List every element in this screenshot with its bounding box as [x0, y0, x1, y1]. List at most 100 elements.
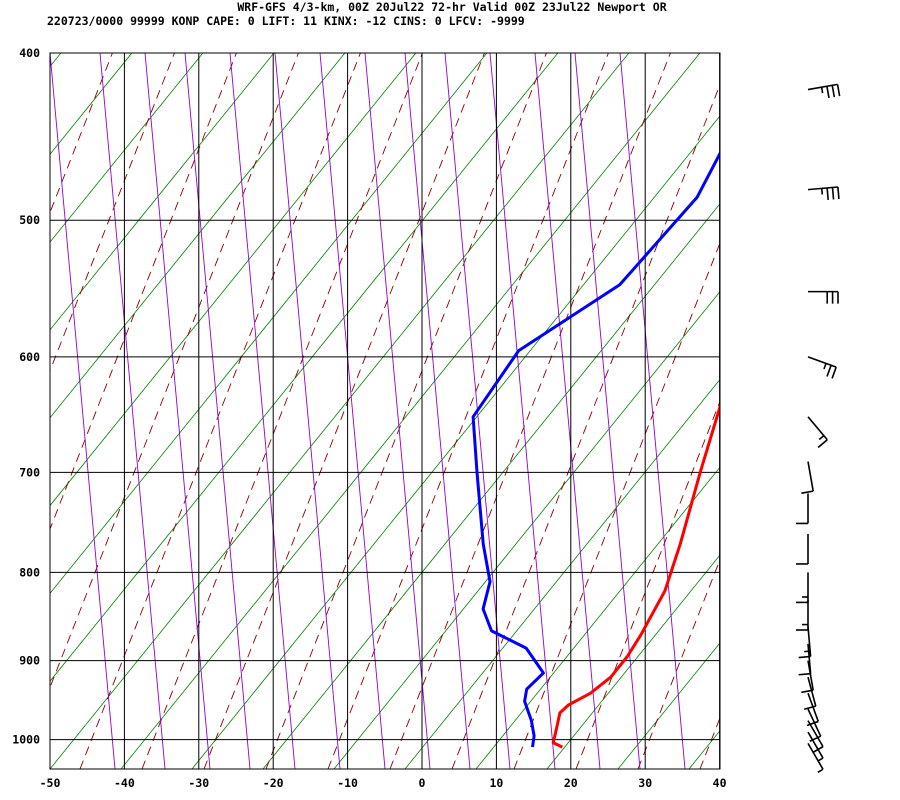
pressure-tick-label: 700 [19, 465, 40, 479]
wind-barb-flag [809, 735, 822, 743]
pressure-tick-label: 500 [19, 213, 40, 227]
mixing-ratio-line [184, 53, 251, 769]
wind-barb-staff [807, 731, 824, 759]
mixing-ratio-line [50, 53, 116, 769]
mixing-ratio-line [534, 53, 601, 769]
temperature-trace [551, 402, 720, 749]
moist-adiabat-line [203, 53, 485, 769]
moist-adiabat-line [637, 558, 720, 769]
plot-frame [49, 52, 721, 770]
temperature-tick-label: 30 [638, 776, 652, 790]
dewpoint-trace [471, 150, 720, 748]
mixing-ratio-line [489, 53, 556, 769]
wind-barb-staff [807, 461, 814, 492]
dry-adiabat-line [50, 53, 346, 419]
wind-barbs [796, 83, 841, 774]
chart-header-line1: WRF-GFS 4/3-km, 00Z 20Jul22 72-hr Valid … [237, 0, 666, 14]
moist-adiabat-line [327, 53, 609, 769]
wind-barb-staff [807, 660, 814, 691]
mixing-ratio-line [574, 53, 641, 769]
dry-adiabat-line [50, 53, 133, 155]
pressure-tick-label: 600 [19, 350, 40, 364]
background-lines [50, 0, 900, 769]
chart-header-line2: 220723/0000 99999 KONP CAPE: 0 LIFT: 11 … [47, 14, 525, 28]
wind-barb-flag [803, 705, 816, 710]
mixing-ratio-line [144, 53, 211, 769]
wind-barb-flag [826, 86, 830, 99]
wind-barb-flag [836, 84, 841, 97]
axis-ticks: 400 500 600 700 800 900 1000 -50 -40 -30 -20 -10 0 10… [12, 46, 726, 790]
wind-barb-half-flag [820, 188, 824, 195]
dry-adiabat-line [404, 378, 720, 769]
mixing-ratio-line [619, 53, 686, 769]
dry-adiabat-line [262, 203, 720, 769]
temperature-tick-label: -40 [114, 776, 135, 790]
mixing-ratio-line [319, 53, 386, 769]
moist-adiabat-line [50, 53, 299, 689]
wind-barb-half-flag [818, 435, 825, 441]
moist-adiabat-line [265, 53, 547, 769]
moist-adiabat-line [451, 83, 720, 769]
moist-adiabat-line [699, 716, 720, 769]
temperature-tick-label: 10 [489, 776, 503, 790]
pressure-tick-label: 800 [19, 565, 40, 579]
dry-adiabat-line [617, 642, 720, 769]
dry-adiabat-line [760, 0, 900, 769]
mixing-ratio-line [274, 53, 341, 769]
moist-adiabat-line [762, 3, 900, 769]
dry-adiabat-line [546, 554, 720, 769]
mixing-ratio-line [229, 53, 296, 769]
dry-adiabat-line [120, 53, 701, 769]
mixing-ratio-line [404, 53, 471, 769]
dry-adiabat-line [831, 0, 900, 769]
moist-adiabat-line [389, 53, 671, 769]
wind-barb-flag [826, 187, 829, 200]
wind-barb-half-flag [823, 363, 827, 370]
dry-adiabat-line [50, 53, 488, 595]
wind-barb-flag [798, 672, 811, 676]
moist-adiabat-line [575, 400, 720, 769]
pressure-tick-label: 1000 [12, 733, 40, 747]
wind-barb-flag [817, 439, 828, 449]
dry-adiabat-line [191, 115, 720, 769]
wind-barb-half-flag [820, 87, 824, 94]
wind-barb-flag [831, 85, 836, 98]
grid [49, 52, 721, 769]
pressure-tick-label: 900 [19, 654, 40, 668]
dry-adiabat-line [50, 53, 417, 507]
temperature-tick-label: -50 [40, 776, 61, 790]
wind-barb-flag [806, 720, 819, 727]
temperature-tick-label: -30 [188, 776, 209, 790]
dry-adiabat-line [688, 730, 720, 769]
wind-barb-staff [807, 692, 820, 722]
temperature-tick-label: -10 [337, 776, 358, 790]
temperature-tick-label: -20 [263, 776, 284, 790]
wind-barb-flag [831, 187, 835, 200]
wind-barb-staff [807, 742, 824, 770]
wind-barb-staff [807, 626, 812, 657]
dry-adiabat-line [50, 53, 559, 682]
moist-adiabat-line [513, 241, 720, 769]
dry-adiabat-line [50, 53, 204, 243]
pressure-tick-label: 400 [19, 46, 40, 60]
moist-adiabat-line [50, 53, 237, 531]
temperature-tick-label: 20 [564, 776, 578, 790]
dry-adiabat-line [475, 466, 720, 769]
mixing-ratio-line [99, 53, 166, 769]
temperature-tick-label: 40 [713, 776, 727, 790]
wind-barb-flag [837, 186, 840, 200]
wind-barb-staff [807, 186, 838, 191]
mixing-ratio-line [364, 53, 431, 769]
wind-barb-staff [807, 720, 824, 748]
dry-adiabat-line [50, 53, 275, 331]
wind-barb-flag [826, 364, 832, 377]
sounding-series [471, 150, 720, 749]
wind-barb-staff [807, 708, 822, 737]
wind-barb-staff [807, 416, 828, 441]
moist-adiabat-line [79, 53, 361, 769]
wind-barb-flag [801, 490, 814, 494]
dry-adiabat-line [50, 53, 630, 769]
wind-barb-half-flag [817, 768, 824, 774]
moist-adiabat-line [141, 53, 423, 769]
